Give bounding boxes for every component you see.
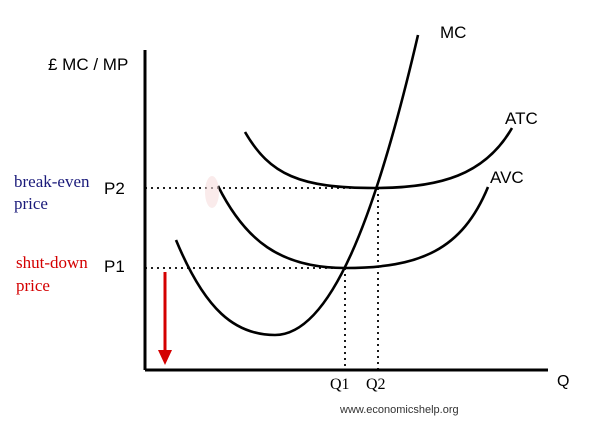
shut-down-label-line1: shut-down [16, 253, 88, 272]
shut-down-arrow-head [158, 350, 172, 365]
q2-label: Q2 [366, 376, 386, 393]
p2-label: P2 [104, 179, 125, 198]
q1-label: Q1 [330, 376, 350, 393]
mc-label: MC [440, 23, 466, 42]
watermark: www.economicshelp.org [339, 404, 459, 416]
shut-down-label-line2: price [16, 276, 50, 295]
p1-label: P1 [104, 257, 125, 276]
break-even-label-line2: price [14, 194, 48, 213]
x-axis-label: Q [557, 373, 569, 390]
atc-label: ATC [505, 109, 538, 128]
avc-curve [216, 185, 490, 270]
y-axis-label: £ MC / MP [48, 55, 128, 74]
break-even-label-line1: break-even [14, 172, 90, 191]
mc-curve [174, 34, 420, 337]
avc-label: AVC [490, 168, 524, 187]
faint-marker [205, 176, 219, 208]
